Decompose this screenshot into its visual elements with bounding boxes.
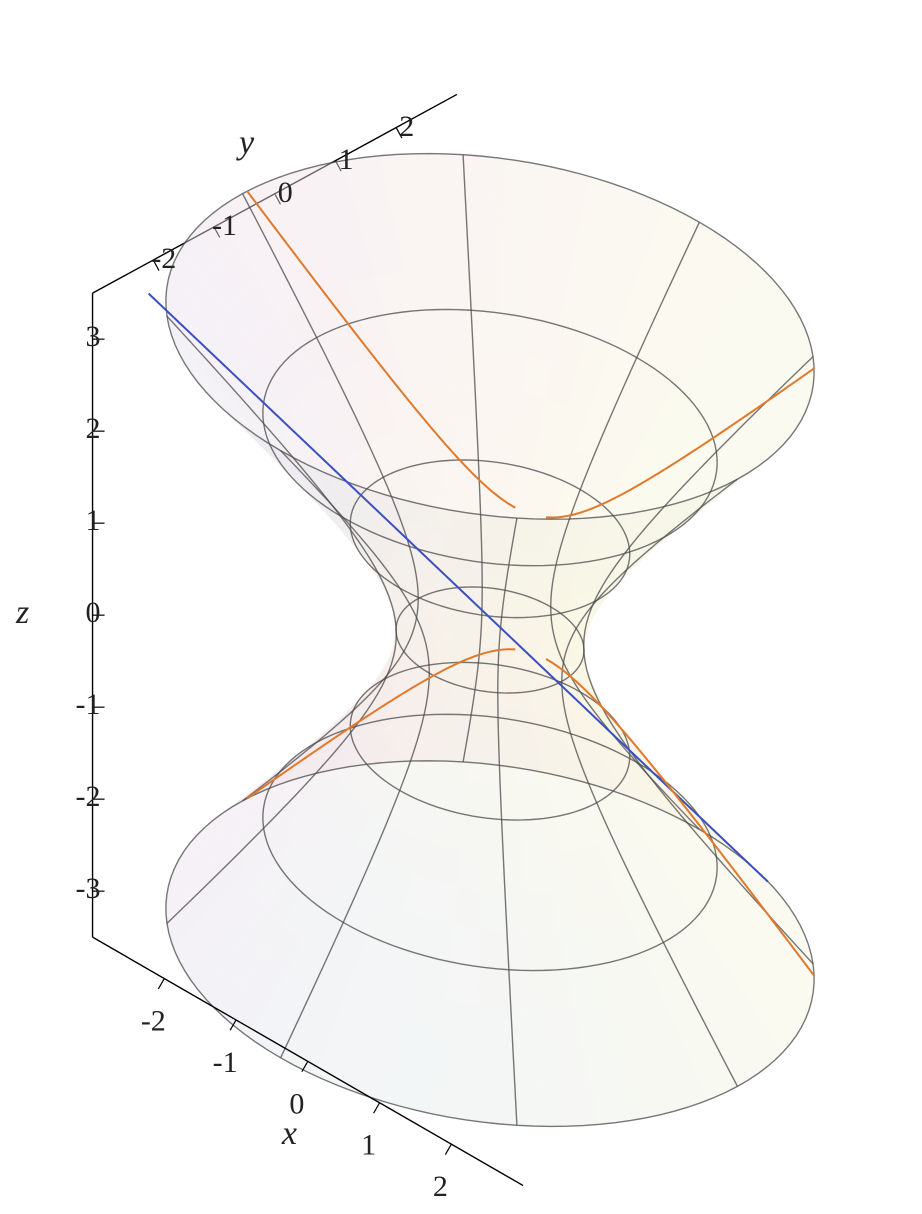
x-axis-label: x: [281, 1115, 297, 1152]
y-tick-label: 0: [278, 176, 293, 209]
z-tick-label: -3: [76, 872, 101, 905]
y-tick-label: -2: [151, 242, 176, 275]
x-tick-label: -1: [213, 1046, 238, 1079]
y-tick-label: 2: [399, 110, 414, 143]
z-tick-label: 3: [86, 320, 101, 353]
z-tick-label: 0: [86, 596, 101, 629]
y-tick-label: -1: [212, 209, 237, 242]
z-tick-label: -2: [76, 780, 101, 813]
hyperboloid-3d-plot: -2-1012y-3-2-10123z-2-1012x: [0, 0, 922, 1214]
z-tick-label: 2: [86, 412, 101, 445]
x-tick-label: 2: [433, 1170, 448, 1203]
x-tick-label: -2: [141, 1005, 166, 1038]
z-tick-label: -1: [76, 688, 101, 721]
z-axis-label: z: [15, 594, 29, 631]
plot-svg: -2-1012y-3-2-10123z-2-1012x: [0, 0, 922, 1214]
y-axis-label: y: [236, 125, 255, 162]
x-tick-label: 1: [361, 1129, 376, 1162]
z-tick-label: 1: [86, 504, 101, 537]
y-tick-label: 1: [338, 143, 353, 176]
surface-fills: [166, 154, 814, 1127]
